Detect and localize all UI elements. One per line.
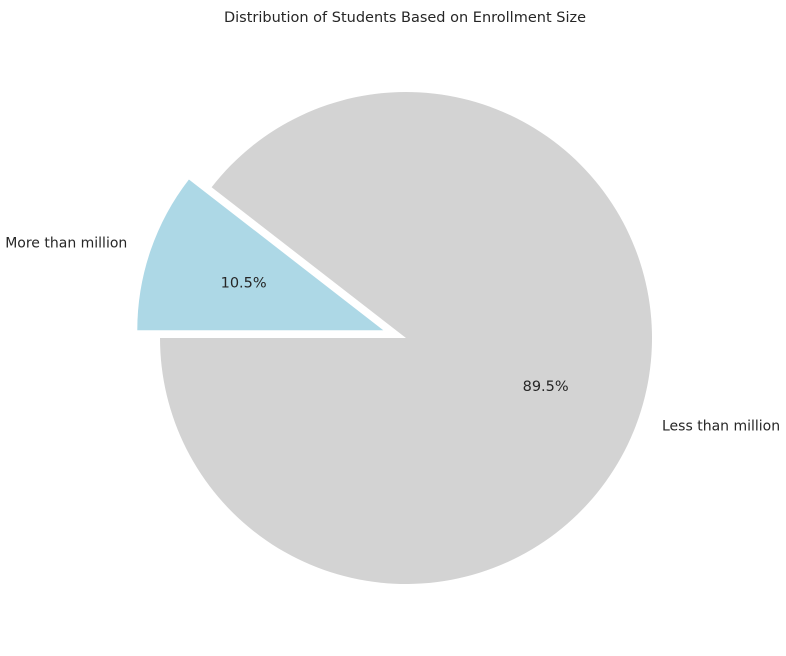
chart-title: Distribution of Students Based on Enroll… [224, 10, 586, 26]
pie-slice-more-than-million [137, 179, 384, 331]
pie-slices [137, 92, 653, 584]
pie-slice-less-than-million [160, 92, 653, 584]
pie-labels: 89.5% Less than million 10.5% More than mil… [5, 236, 780, 435]
pie-percent-label: 89.5% [523, 379, 569, 395]
pie-category-label: Less than million [662, 419, 780, 435]
pie-percent-label: 10.5% [221, 275, 267, 291]
pie-category-label: More than million [5, 236, 127, 252]
